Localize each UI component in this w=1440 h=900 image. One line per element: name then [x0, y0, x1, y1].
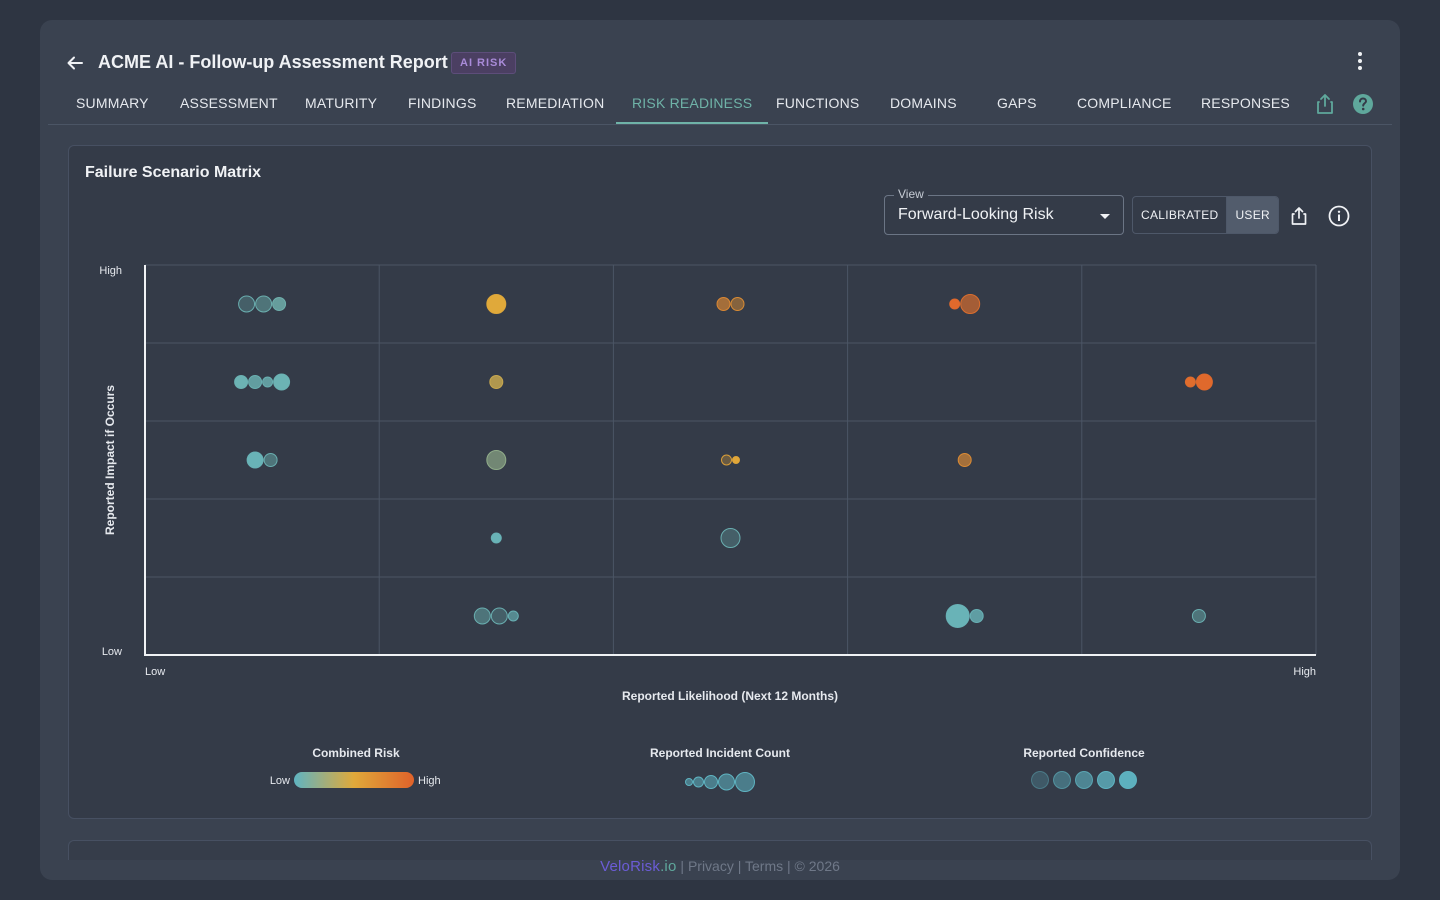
scenario-point: [490, 607, 508, 625]
scenario-point: [490, 532, 502, 544]
scenario-point: [248, 375, 263, 389]
incident-count-step: [704, 775, 718, 789]
scenario-point: [272, 297, 287, 311]
share-report-icon[interactable]: [1313, 92, 1337, 116]
legend-incident-count: Reported Incident Count: [650, 746, 790, 792]
incident-count-step: [693, 776, 704, 788]
scenario-point: [507, 610, 519, 622]
scenario-point: [246, 451, 264, 469]
scenario-point: [486, 450, 507, 470]
footer-separator: |: [676, 858, 688, 874]
scenario-point: [732, 456, 740, 464]
back-arrow-icon[interactable]: [64, 52, 86, 74]
tab-maturity[interactable]: MATURITY: [305, 95, 378, 111]
view-select-value: Forward-Looking Risk: [898, 206, 1054, 223]
tab-functions[interactable]: FUNCTIONS: [776, 95, 860, 111]
tab-summary[interactable]: SUMMARY: [76, 95, 149, 111]
x-tick-high: High: [1293, 666, 1316, 678]
more-options-icon[interactable]: [1350, 50, 1370, 72]
legend-combined-risk-high: High: [418, 775, 441, 787]
risk-gradient-bar: [294, 772, 414, 788]
tab-domains[interactable]: DOMAINS: [890, 95, 957, 111]
user-toggle-button[interactable]: USER: [1226, 197, 1279, 233]
scenario-point: [720, 528, 741, 548]
legend-confidence-title: Reported Confidence: [1023, 746, 1145, 760]
legend-combined-risk-title: Combined Risk: [312, 746, 400, 760]
scenario-point: [1195, 373, 1213, 391]
brand-tld: .io: [660, 858, 677, 875]
brand-name: VeloRisk: [600, 858, 661, 875]
tab-responses[interactable]: RESPONSES: [1201, 95, 1290, 111]
scenario-point: [957, 453, 972, 467]
incident-count-step: [735, 772, 755, 792]
scenario-point: [489, 375, 504, 389]
scenario-point: [960, 294, 981, 314]
next-card-edge: [68, 840, 1372, 860]
x-axis-label: Reported Likelihood (Next 12 Months): [622, 689, 838, 703]
confidence-step: [1053, 771, 1071, 789]
scenario-point: [945, 604, 970, 628]
card-title: Failure Scenario Matrix: [85, 164, 262, 181]
x-tick-low: Low: [145, 666, 165, 678]
scenario-point: [1184, 376, 1196, 388]
info-icon[interactable]: [1327, 204, 1351, 228]
scenario-point: [473, 607, 491, 625]
report-tabs: SUMMARY ASSESSMENT MATURITY FINDINGS REM…: [48, 84, 1392, 125]
tab-assessment[interactable]: ASSESSMENT: [180, 95, 278, 111]
tab-findings[interactable]: FINDINGS: [408, 95, 477, 111]
y-axis-label: Reported Impact if Occurs: [103, 385, 117, 535]
legend-combined-risk-low: Low: [270, 775, 290, 787]
scenario-point: [969, 609, 984, 623]
scenario-point: [263, 453, 278, 467]
confidence-step: [1031, 771, 1049, 789]
failure-scenario-matrix-chart: High Low Low High Reported Likelihood (N…: [99, 264, 1317, 792]
calibrated-toggle-button[interactable]: CALIBRATED: [1141, 208, 1219, 222]
y-tick-low: Low: [102, 646, 122, 658]
export-chart-icon[interactable]: [1287, 204, 1311, 228]
confidence-step: [1119, 771, 1137, 789]
scenario-point: [273, 373, 291, 391]
failure-scenario-matrix-card: Failure Scenario Matrix View Forward-Loo…: [68, 145, 1372, 819]
legend-combined-risk: Combined Risk Low High: [270, 746, 441, 788]
score-source-toggle: CALIBRATED USER: [1132, 196, 1280, 234]
scenario-point: [238, 295, 256, 313]
legend-incident-count-title: Reported Incident Count: [650, 746, 790, 760]
tab-risk-readiness[interactable]: RISK READINESS: [616, 84, 769, 124]
legend-confidence: Reported Confidence: [1023, 746, 1145, 789]
scenario-point: [730, 297, 745, 311]
footer: VeloRisk.io | Privacy | Terms | © 2026: [40, 858, 1400, 875]
report-header: ACME AI - Follow-up Assessment Report AI…: [40, 20, 1400, 102]
copyright-text: | © 2026: [783, 858, 840, 874]
app-window: ACME AI - Follow-up Assessment Report AI…: [40, 20, 1400, 880]
footer-separator: |: [733, 858, 746, 874]
scenario-point: [1191, 609, 1206, 623]
scenario-point: [234, 375, 249, 389]
incident-count-step: [685, 778, 693, 786]
confidence-step: [1097, 771, 1115, 789]
scenario-point: [949, 298, 961, 310]
scenario-point: [262, 376, 274, 388]
view-select[interactable]: View Forward-Looking Risk: [884, 187, 1124, 235]
scenario-point: [721, 454, 732, 466]
scenario-point: [486, 294, 507, 314]
privacy-link[interactable]: Privacy: [687, 858, 734, 874]
view-select-label: View: [894, 187, 928, 201]
tab-gaps[interactable]: GAPS: [997, 95, 1037, 111]
tab-compliance[interactable]: COMPLIANCE: [1077, 95, 1172, 111]
y-tick-high: High: [99, 265, 122, 277]
ai-risk-badge: AI RISK: [451, 52, 517, 74]
scenario-point: [255, 295, 273, 313]
scenario-point: [716, 297, 731, 311]
terms-link[interactable]: Terms: [745, 858, 784, 874]
chevron-down-icon: [1100, 214, 1110, 219]
tab-remediation[interactable]: REMEDIATION: [506, 95, 605, 111]
confidence-step: [1075, 771, 1093, 789]
incident-count-step: [718, 773, 735, 791]
help-icon[interactable]: [1351, 92, 1375, 116]
brand-logo: VeloRisk.io: [600, 858, 676, 875]
page-title: ACME AI - Follow-up Assessment Report: [98, 52, 448, 72]
